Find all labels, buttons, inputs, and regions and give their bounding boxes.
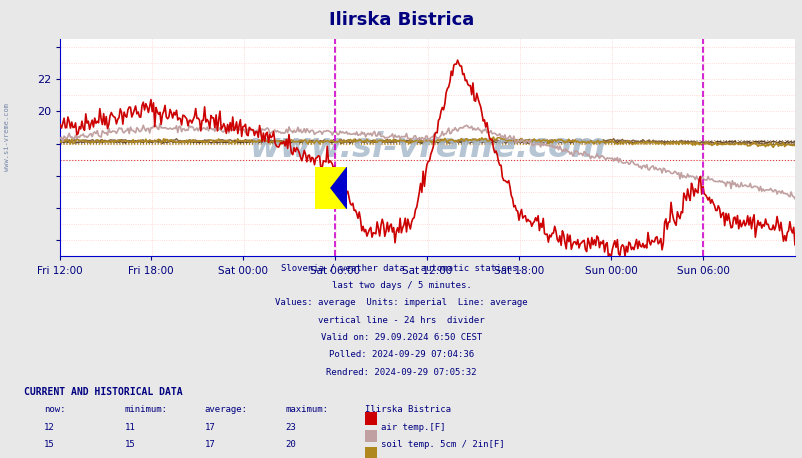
Text: 23: 23	[285, 423, 295, 432]
Polygon shape	[330, 168, 346, 209]
Text: 12: 12	[44, 423, 55, 432]
Text: now:: now:	[44, 405, 66, 414]
Text: Rendred: 2024-09-29 07:05:32: Rendred: 2024-09-29 07:05:32	[326, 368, 476, 377]
Text: 17: 17	[205, 440, 215, 449]
Text: www.si-vreme.com: www.si-vreme.com	[4, 104, 10, 171]
Text: 17: 17	[205, 423, 215, 432]
Polygon shape	[314, 168, 346, 209]
Text: Polled: 2024-09-29 07:04:36: Polled: 2024-09-29 07:04:36	[329, 350, 473, 360]
Text: minimum:: minimum:	[124, 405, 168, 414]
Text: last two days / 5 minutes.: last two days / 5 minutes.	[331, 281, 471, 290]
Polygon shape	[314, 168, 346, 209]
Text: CURRENT AND HISTORICAL DATA: CURRENT AND HISTORICAL DATA	[24, 387, 183, 397]
Text: Values: average  Units: imperial  Line: average: Values: average Units: imperial Line: av…	[275, 298, 527, 307]
Text: air temp.[F]: air temp.[F]	[381, 423, 445, 432]
Text: vertical line - 24 hrs  divider: vertical line - 24 hrs divider	[318, 316, 484, 325]
Text: soil temp. 5cm / 2in[F]: soil temp. 5cm / 2in[F]	[381, 440, 504, 449]
Text: 15: 15	[44, 440, 55, 449]
Text: Ilirska Bistrica: Ilirska Bistrica	[365, 405, 451, 414]
Text: 20: 20	[285, 440, 295, 449]
Text: www.si-vreme.com: www.si-vreme.com	[249, 131, 606, 164]
Text: 11: 11	[124, 423, 135, 432]
Text: maximum:: maximum:	[285, 405, 328, 414]
Text: Ilirska Bistrica: Ilirska Bistrica	[329, 11, 473, 29]
Text: average:: average:	[205, 405, 248, 414]
Text: Slovenia / weather data - automatic stations.: Slovenia / weather data - automatic stat…	[280, 263, 522, 273]
Polygon shape	[314, 168, 346, 209]
Text: Valid on: 29.09.2024 6:50 CEST: Valid on: 29.09.2024 6:50 CEST	[321, 333, 481, 342]
Text: 15: 15	[124, 440, 135, 449]
